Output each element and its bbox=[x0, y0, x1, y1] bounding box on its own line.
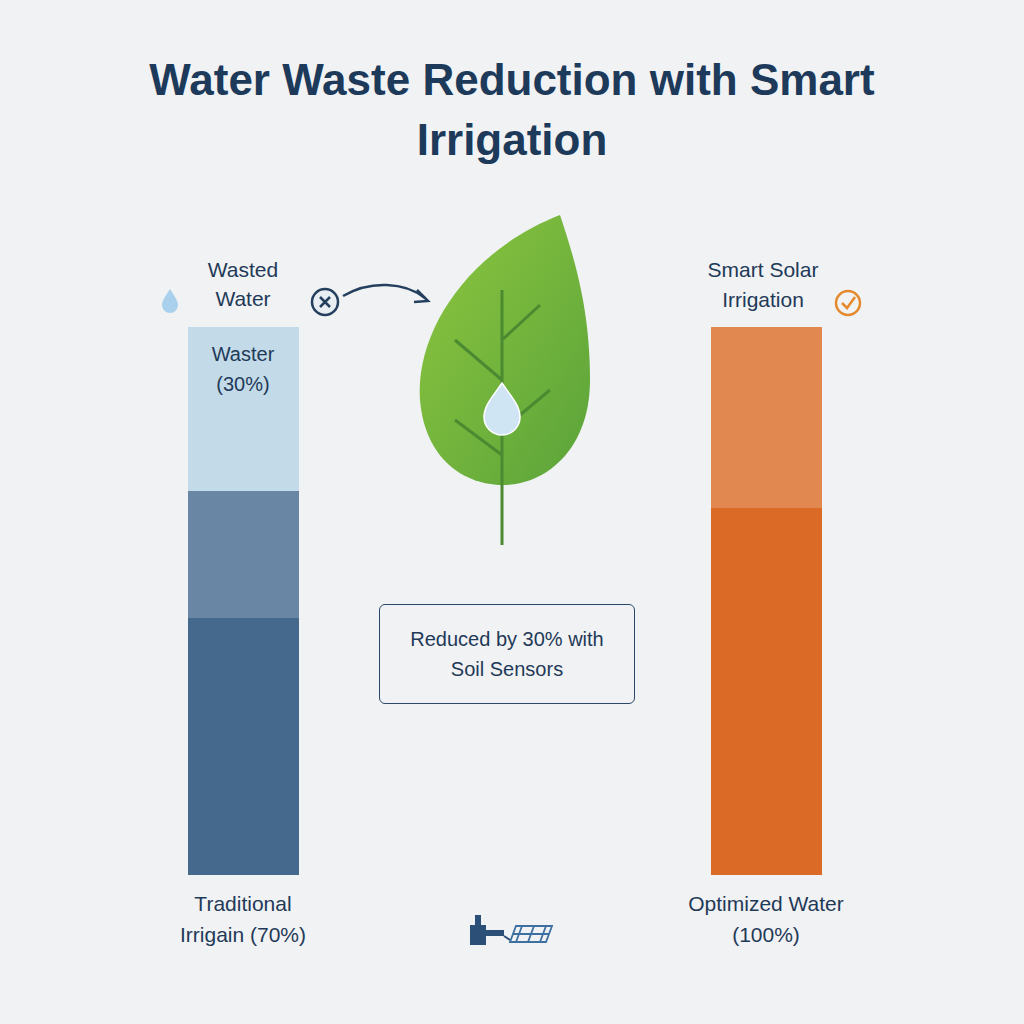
pump-icon bbox=[475, 915, 481, 925]
title: Water Waste Reduction with Smart Irrigat… bbox=[80, 50, 944, 170]
series-header: Wasted Water bbox=[193, 255, 293, 313]
data-label: Waster (30%) bbox=[188, 339, 299, 399]
arrow bbox=[414, 290, 428, 302]
category-label: Optimized Water (100%) bbox=[686, 888, 846, 950]
category-label: Traditional Irrigain (70%) bbox=[163, 888, 323, 950]
leaf bbox=[420, 215, 590, 485]
drop-icon bbox=[162, 289, 178, 313]
solar-icon bbox=[510, 926, 552, 942]
annotation: Smart Solar Irrigation bbox=[688, 255, 838, 315]
annotation-box: Reduced by 30% with Soil Sensors bbox=[379, 604, 635, 704]
bar-segment bbox=[711, 327, 822, 875]
pump-icon bbox=[470, 925, 486, 945]
pump-icon bbox=[504, 936, 510, 940]
annotation: Reduced by 30% with Soil Sensors bbox=[404, 624, 610, 684]
pump-icon bbox=[486, 930, 504, 936]
check-icon bbox=[842, 297, 855, 308]
cross-icon bbox=[312, 289, 338, 315]
arrow bbox=[343, 285, 425, 298]
check-icon bbox=[836, 291, 860, 315]
cross-icon bbox=[320, 297, 330, 307]
bar-segment bbox=[188, 491, 299, 875]
leaf-veins bbox=[455, 290, 550, 545]
chart-stage: Water Waste Reduction with Smart Irrigat… bbox=[0, 0, 1024, 1024]
plot-area bbox=[0, 327, 1024, 875]
leaf-drop bbox=[484, 383, 520, 435]
